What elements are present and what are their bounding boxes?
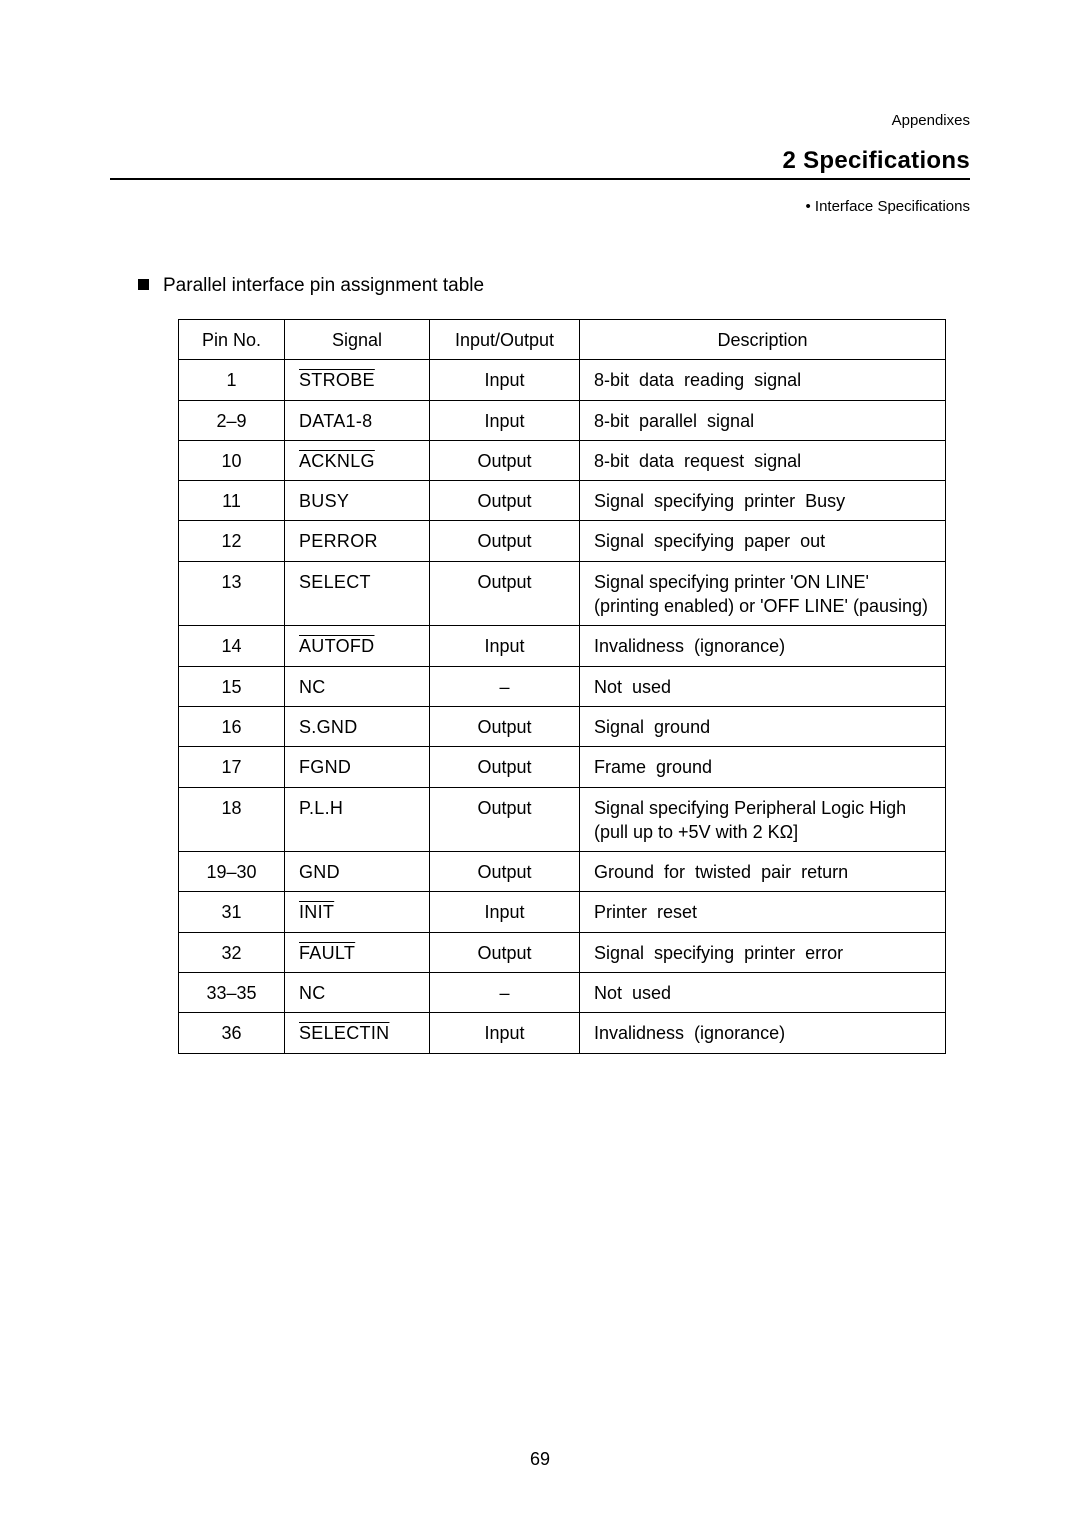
cell-io: Output: [430, 852, 580, 892]
cell-pin: 15: [179, 666, 285, 706]
cell-pin: 1: [179, 360, 285, 400]
table-row: 19–30GNDOutputGround for twisted pair re…: [179, 852, 946, 892]
cell-io: Input: [430, 360, 580, 400]
cell-description: Ground for twisted pair return: [580, 852, 946, 892]
cell-pin: 10: [179, 440, 285, 480]
cell-io: –: [430, 666, 580, 706]
cell-io: Output: [430, 521, 580, 561]
cell-signal: SELECTIN: [285, 1013, 430, 1053]
cell-description: Invalidness (ignorance): [580, 626, 946, 666]
cell-io: Input: [430, 892, 580, 932]
page: Appendixes 2 Specifications • Interface …: [0, 0, 1080, 1528]
cell-pin: 11: [179, 481, 285, 521]
cell-io: Output: [430, 561, 580, 626]
table-row: 12PERROROutputSignal specifying paper ou…: [179, 521, 946, 561]
cell-signal: NC: [285, 666, 430, 706]
cell-description: Signal specifying printer Busy: [580, 481, 946, 521]
cell-pin: 17: [179, 747, 285, 787]
cell-pin: 18: [179, 787, 285, 852]
cell-signal: FGND: [285, 747, 430, 787]
cell-io: Output: [430, 932, 580, 972]
col-desc: Description: [580, 320, 946, 360]
table-row: 11BUSYOutputSignal specifying printer Bu…: [179, 481, 946, 521]
cell-description: 8-bit data reading signal: [580, 360, 946, 400]
cell-description: Printer reset: [580, 892, 946, 932]
cell-pin: 31: [179, 892, 285, 932]
cell-io: Input: [430, 626, 580, 666]
col-signal: Signal: [285, 320, 430, 360]
cell-signal: INIT: [285, 892, 430, 932]
col-io: Input/Output: [430, 320, 580, 360]
table-row: 14AUTOFDInputInvalidness (ignorance): [179, 626, 946, 666]
cell-description: Frame ground: [580, 747, 946, 787]
cell-io: Output: [430, 706, 580, 746]
table-row: 32FAULTOutputSignal specifying printer e…: [179, 932, 946, 972]
table-row: 18P.L.HOutputSignal specifying Periphera…: [179, 787, 946, 852]
cell-description: Not used: [580, 973, 946, 1013]
table-row: 15NC–Not used: [179, 666, 946, 706]
cell-signal: FAULT: [285, 932, 430, 972]
table-row: 16S.GNDOutputSignal ground: [179, 706, 946, 746]
table-row: 13SELECTOutputSignal specifying printer …: [179, 561, 946, 626]
table-row: 17FGNDOutputFrame ground: [179, 747, 946, 787]
cell-io: Output: [430, 787, 580, 852]
cell-io: Output: [430, 747, 580, 787]
cell-io: Input: [430, 1013, 580, 1053]
cell-pin: 12: [179, 521, 285, 561]
sub-heading-text: Parallel interface pin assignment table: [163, 275, 484, 296]
cell-signal: P.L.H: [285, 787, 430, 852]
cell-pin: 13: [179, 561, 285, 626]
pin-assignment-table: Pin No. Signal Input/Output Description …: [178, 319, 946, 1054]
cell-io: Output: [430, 440, 580, 480]
cell-description: Signal specifying paper out: [580, 521, 946, 561]
cell-signal: NC: [285, 973, 430, 1013]
sub-heading: Parallel interface pin assignment table: [110, 275, 970, 297]
cell-description: 8-bit data request signal: [580, 440, 946, 480]
table-header-row: Pin No. Signal Input/Output Description: [179, 320, 946, 360]
table-row: 33–35NC–Not used: [179, 973, 946, 1013]
cell-pin: 19–30: [179, 852, 285, 892]
table-row: 31INITInputPrinter reset: [179, 892, 946, 932]
cell-description: Signal specifying printer 'ON LINE' (pri…: [580, 561, 946, 626]
appendix-label: Appendixes: [110, 112, 970, 129]
cell-pin: 14: [179, 626, 285, 666]
cell-description: Invalidness (ignorance): [580, 1013, 946, 1053]
table-row: 36SELECTINInputInvalidness (ignorance): [179, 1013, 946, 1053]
cell-pin: 32: [179, 932, 285, 972]
cell-signal: DATA1-8: [285, 400, 430, 440]
cell-description: Signal specifying Peripheral Logic High …: [580, 787, 946, 852]
col-pin: Pin No.: [179, 320, 285, 360]
cell-signal: AUTOFD: [285, 626, 430, 666]
cell-io: Input: [430, 400, 580, 440]
square-bullet-icon: [138, 279, 149, 290]
cell-signal: BUSY: [285, 481, 430, 521]
cell-description: Signal ground: [580, 706, 946, 746]
cell-io: Output: [430, 481, 580, 521]
cell-signal: GND: [285, 852, 430, 892]
cell-description: Signal specifying printer error: [580, 932, 946, 972]
cell-pin: 2–9: [179, 400, 285, 440]
cell-pin: 33–35: [179, 973, 285, 1013]
cell-signal: STROBE: [285, 360, 430, 400]
cell-description: Not used: [580, 666, 946, 706]
section-bullet: • Interface Specifications: [110, 198, 970, 215]
cell-description: 8-bit parallel signal: [580, 400, 946, 440]
table-row: 2–9DATA1-8Input8-bit parallel signal: [179, 400, 946, 440]
cell-pin: 16: [179, 706, 285, 746]
cell-signal: SELECT: [285, 561, 430, 626]
table-row: 1STROBEInput8-bit data reading signal: [179, 360, 946, 400]
table-row: 10ACKNLGOutput8-bit data request signal: [179, 440, 946, 480]
cell-io: –: [430, 973, 580, 1013]
page-number: 69: [0, 1449, 1080, 1470]
cell-pin: 36: [179, 1013, 285, 1053]
cell-signal: S.GND: [285, 706, 430, 746]
cell-signal: ACKNLG: [285, 440, 430, 480]
section-heading: 2 Specifications: [110, 147, 970, 180]
cell-signal: PERROR: [285, 521, 430, 561]
